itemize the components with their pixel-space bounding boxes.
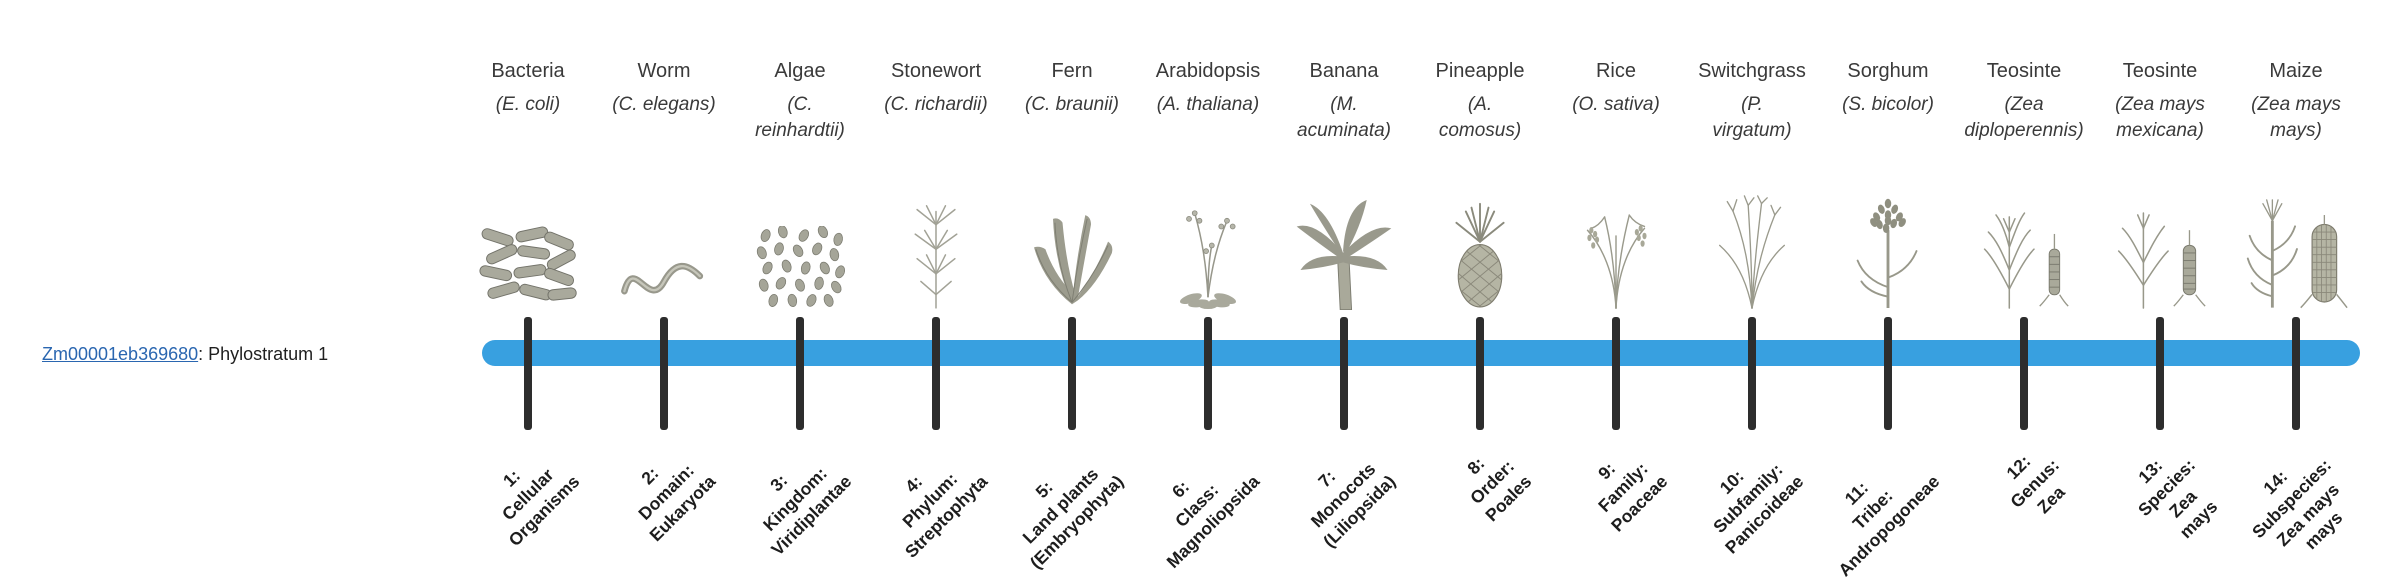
phylostratum-tier-label: 11: Tribe: Andropogoneae	[1801, 438, 1944, 581]
gene-id-link[interactable]: Zm00001eb369680	[42, 344, 199, 364]
organism-scientific-name: (C. richardii)	[826, 92, 1046, 118]
organism-scientific-name-line: reinhardtii)	[755, 119, 845, 141]
organism-common-name: Sorghum	[1847, 60, 1929, 82]
phylostratum-tier-label: 5: Land plants (Embryophyta)	[993, 438, 1129, 574]
phylostratum-tier-label: 1: Cellular Organisms	[471, 438, 584, 551]
organism-scientific-name-line: mexicana)	[2116, 119, 2204, 141]
organism-scientific-name-line: (C. elegans)	[612, 94, 716, 115]
algae-illustration	[725, 168, 875, 310]
organism-common-name: Banana	[1309, 60, 1379, 82]
organism-scientific-name-line: (Zea mays	[2251, 94, 2341, 115]
phylostratum-tick	[1340, 317, 1348, 430]
organism-scientific-name-line: (E. coli)	[495, 94, 561, 115]
phylostratum-tier-label: 14: Subspecies: Zea mays mays	[2231, 438, 2368, 575]
phylostratum-tick	[1476, 317, 1484, 430]
phylostratum-tick	[2020, 317, 2028, 430]
phylostratum-tick	[2156, 317, 2164, 430]
organism-scientific-name-line: (M.	[1330, 94, 1358, 115]
arabidopsis-illustration	[1133, 168, 1283, 310]
organism-scientific-name: (S. bicolor)	[1778, 92, 1998, 118]
organism-scientific-name-line: mays)	[2270, 119, 2322, 141]
organism-common-name: Bacteria	[491, 60, 565, 82]
organism-scientific-name: (P. virgatum)	[1642, 92, 1862, 143]
phylostratum-tier-label: 10: Subfamily: Panicoideae	[1688, 438, 1808, 558]
organism-common-name: Arabidopsis	[1155, 60, 1261, 82]
phylostratum-tier-label: 6: Class: Magnoliopsida	[1129, 438, 1264, 573]
organism-scientific-name-line: (O. sativa)	[1572, 94, 1660, 115]
teosinte-diploperennis-illustration	[1949, 168, 2099, 310]
phylostratum-tick	[932, 317, 940, 430]
maize-illustration	[2221, 168, 2371, 310]
organism-common-name: Stonewort	[890, 60, 982, 82]
organism-scientific-name: (Zea diploperennis)	[1914, 92, 2134, 143]
phylostratum-tier-label: 8: Order: Poales	[1448, 438, 1536, 526]
worm-illustration	[589, 168, 739, 310]
phylostratum-tier-label: 12: Genus: Zea	[1989, 438, 2080, 529]
organism-scientific-name: (A. comosus)	[1370, 92, 1590, 143]
organism-common-name: Fern	[1051, 60, 1093, 82]
phylostrata-bar	[482, 340, 2360, 366]
phylostratum-tick	[796, 317, 804, 430]
phylostratum-tick	[1884, 317, 1892, 430]
organism-scientific-name-line: (A.	[1467, 94, 1493, 115]
phylostratum-tick	[524, 317, 532, 430]
organism-common-name: Worm	[637, 60, 691, 82]
organism-scientific-name: (C. braunii)	[962, 92, 1182, 118]
gene-label: Zm00001eb369680: Phylostratum 1	[42, 341, 328, 367]
organism-common-name: Teosinte	[1986, 60, 2062, 82]
organism-scientific-name: (C. reinhardtii)	[690, 92, 910, 143]
organism-scientific-name-line: (Zea	[2004, 94, 2044, 115]
phylostratum-tick	[1204, 317, 1212, 430]
organism-common-name: Pineapple	[1435, 60, 1525, 82]
organism-scientific-name: (Zea mays mays)	[2186, 92, 2400, 143]
organism-scientific-name-line: diploperennis)	[1964, 119, 2084, 141]
phylostratum-tier-label: 9: Family: Poaceae	[1574, 438, 1672, 536]
phylostratum-tick	[1612, 317, 1620, 430]
organism-scientific-name-line: (C.	[787, 94, 813, 115]
organism-common-name: Rice	[1595, 60, 1636, 82]
organism-scientific-name-line: acuminata)	[1297, 119, 1391, 141]
organism-scientific-name-line: (Zea mays	[2115, 94, 2205, 115]
organism-scientific-name: (E. coli)	[418, 92, 638, 118]
organism-scientific-name-line: comosus)	[1438, 119, 1522, 141]
organism-scientific-name-line: (S. bicolor)	[1842, 94, 1934, 115]
gene-phylostratum-text: : Phylostratum 1	[198, 344, 329, 364]
organism-scientific-name-line: (P.	[1741, 94, 1763, 115]
phylostratum-tier-label: 3: Kingdom: Viridiplantae	[734, 438, 856, 560]
organism-common-name: Algae	[774, 60, 826, 82]
organism-common-name: Switchgrass	[1698, 60, 1806, 82]
organism-scientific-name: (Zea mays mexicana)	[2050, 92, 2270, 143]
phylostratum-tick	[1068, 317, 1076, 430]
organism-scientific-name-line: (C. richardii)	[884, 94, 988, 115]
teosinte-mexicana-illustration	[2085, 168, 2235, 310]
phylostratum-tier-label: 2: Domain: Eukaryota	[612, 438, 720, 546]
organism-scientific-name-line: virgatum)	[1712, 119, 1792, 141]
organism-scientific-name: (C. elegans)	[554, 92, 774, 118]
organism-scientific-name: (O. sativa)	[1506, 92, 1726, 118]
phylostratum-tick	[1748, 317, 1756, 430]
phylostratum-tier-label: 13: Species: Zea mays	[2117, 438, 2232, 553]
phylostratum-tier-label: 4: Phylum: Streptophyta	[868, 438, 993, 563]
organism-scientific-name-line: (C. braunii)	[1025, 94, 1119, 115]
organism-scientific-name-line: (A. thaliana)	[1156, 94, 1260, 115]
pineapple-illustration	[1405, 168, 1555, 310]
sorghum-illustration	[1813, 168, 1963, 310]
rice-illustration	[1541, 168, 1691, 310]
stonewort-illustration	[861, 168, 1011, 310]
organism-scientific-name: (A. thaliana)	[1098, 92, 1318, 118]
organism-common-name: Teosinte	[2122, 60, 2198, 82]
phylostratum-tick	[2292, 317, 2300, 430]
banana-illustration	[1269, 168, 1419, 310]
fern-illustration	[997, 168, 1147, 310]
switchgrass-illustration	[1677, 168, 1827, 310]
phylostratum-tier-label: 7: Monocots (Liliopsida)	[1286, 438, 1400, 552]
phylostratum-tick	[660, 317, 668, 430]
bacteria-illustration	[453, 168, 603, 310]
organism-common-name: Maize	[2269, 60, 2323, 82]
organism-scientific-name: (M. acuminata)	[1234, 92, 1454, 143]
